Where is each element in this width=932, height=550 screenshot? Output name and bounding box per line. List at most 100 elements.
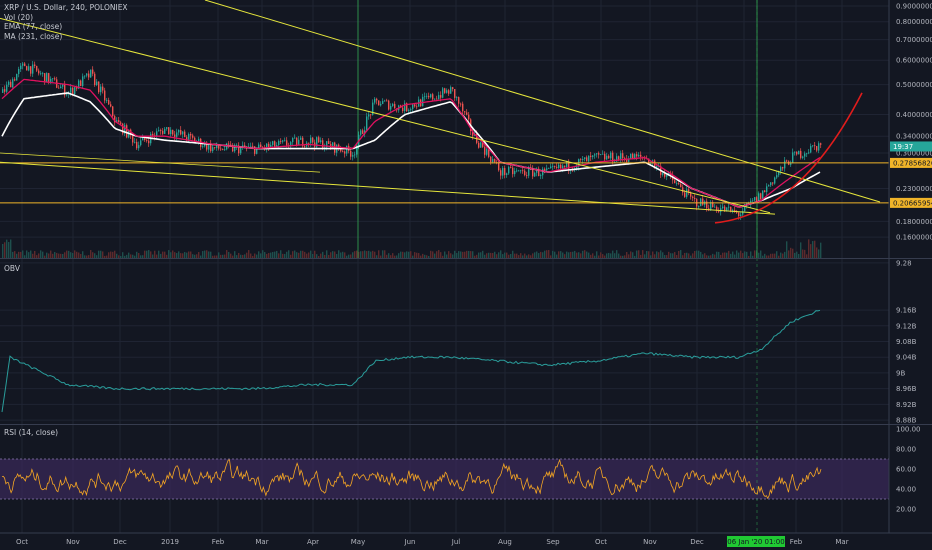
volume-bar: [466, 250, 468, 258]
volume-bar: [726, 252, 728, 258]
volume-bar: [94, 253, 96, 258]
candle: [630, 153, 632, 160]
candle: [500, 170, 502, 176]
volume-bar: [328, 254, 330, 258]
volume-bar: [288, 250, 290, 258]
volume-bar: [286, 251, 288, 258]
obv-tick: 9.28: [896, 259, 912, 267]
candle: [662, 172, 664, 175]
candle: [462, 103, 464, 112]
candle: [802, 156, 804, 158]
volume-bar: [210, 251, 212, 258]
candle: [590, 155, 592, 157]
volume-bar: [644, 254, 646, 258]
candle: [118, 120, 120, 123]
rsi-label[interactable]: RSI (14, close): [4, 428, 59, 437]
candle: [712, 202, 714, 208]
candle: [554, 166, 556, 167]
volume-bar: [316, 254, 318, 258]
candle: [402, 107, 404, 112]
volume-bar: [816, 247, 818, 258]
candle: [616, 156, 618, 162]
volume-bar: [694, 251, 696, 258]
volume-bar: [716, 251, 718, 258]
volume-bar: [648, 251, 650, 258]
candle: [258, 144, 260, 148]
candle: [268, 143, 270, 148]
volume-bar: [802, 249, 804, 258]
volume-bar: [50, 250, 52, 258]
volume-bar: [204, 250, 206, 258]
volume-bar: [110, 251, 112, 258]
candle: [94, 73, 96, 86]
candle: [62, 84, 64, 87]
volume-bar: [400, 251, 402, 258]
candle: [408, 109, 410, 112]
candle: [818, 143, 820, 151]
volume-bar: [388, 253, 390, 258]
rsi-tick: 80.00: [896, 446, 916, 454]
volume-bar: [678, 250, 680, 258]
candle: [792, 152, 794, 164]
volume-bar: [548, 250, 550, 258]
candle: [722, 206, 724, 209]
volume-bar: [804, 249, 806, 258]
candle: [724, 206, 726, 212]
candle: [794, 151, 796, 153]
volume-bar: [88, 255, 90, 258]
candle: [744, 204, 746, 212]
candle: [58, 87, 60, 89]
candle: [422, 96, 424, 107]
volume-bar: [758, 252, 760, 258]
volume-bar: [364, 250, 366, 258]
volume-bar: [588, 252, 590, 258]
volume-bar: [418, 253, 420, 258]
time-axis[interactable]: Oct Nov Dec 2019 Feb Mar Apr May Jun Jul Aug Sep Oct…: [16, 536, 849, 547]
rsi-pane: [1, 458, 822, 500]
candle: [66, 94, 68, 96]
candle: [90, 69, 92, 78]
candle: [188, 133, 190, 140]
vol-label[interactable]: Vol (20): [4, 12, 34, 22]
ema-label[interactable]: EMA (77, close): [4, 22, 63, 31]
candle: [668, 172, 670, 175]
volume-bar: [492, 253, 494, 258]
volume-bar: [8, 242, 10, 258]
candle: [180, 129, 182, 135]
volume-bar: [232, 255, 234, 258]
candle: [546, 168, 548, 171]
candle: [588, 155, 590, 162]
volume-bar: [336, 254, 338, 258]
volume-bar: [614, 253, 616, 258]
volume-bar: [772, 253, 774, 258]
volume-bar: [616, 250, 618, 258]
obv-label[interactable]: OBV: [4, 264, 20, 273]
volume-bar: [282, 253, 284, 258]
volume-bar: [168, 250, 170, 258]
candle: [250, 145, 252, 147]
volume-bar: [246, 252, 248, 258]
volume-bar: [186, 252, 188, 258]
candle: [564, 165, 566, 167]
volume-bar: [812, 241, 814, 258]
candle: [368, 114, 370, 117]
volume-bar: [392, 253, 394, 258]
volume-bar: [372, 250, 374, 258]
candle: [78, 80, 80, 89]
candle: [198, 138, 200, 142]
volume-bar: [736, 250, 738, 258]
candle: [740, 214, 742, 217]
candle: [42, 73, 44, 74]
volume-bar: [794, 252, 796, 258]
volume-bar: [402, 251, 404, 258]
volume-bar: [806, 254, 808, 258]
candle: [508, 167, 510, 174]
candle: [448, 90, 450, 94]
volume-bar: [710, 255, 712, 258]
volume-bar: [142, 255, 144, 258]
symbol-title[interactable]: XRP / U.S. Dollar, 240, POLONIEX: [4, 3, 128, 12]
ma-label[interactable]: MA (231, close): [4, 31, 63, 41]
candle: [282, 140, 284, 142]
